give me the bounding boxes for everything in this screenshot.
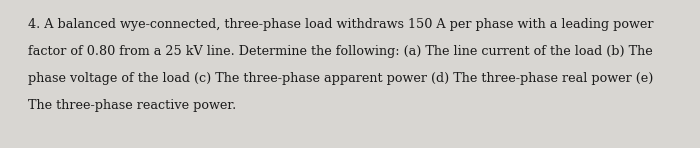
Text: The three-phase reactive power.: The three-phase reactive power. <box>28 99 237 112</box>
Text: 4. A balanced wye-connected, three-phase load withdraws 150 A per phase with a l: 4. A balanced wye-connected, three-phase… <box>28 18 654 31</box>
Text: factor of 0.80 from a 25 kV line. Determine the following: (a) The line current : factor of 0.80 from a 25 kV line. Determ… <box>28 45 652 58</box>
Text: phase voltage of the load (c) The three-phase apparent power (d) The three-phase: phase voltage of the load (c) The three-… <box>28 72 653 85</box>
